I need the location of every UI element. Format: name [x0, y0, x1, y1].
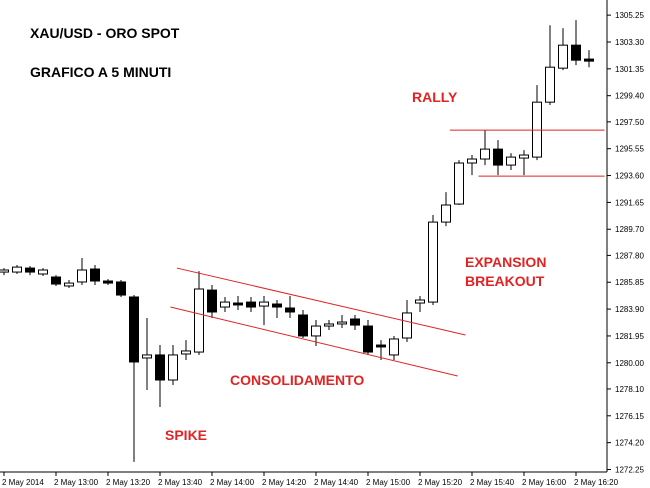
chart-title: XAU/USD - ORO SPOT — [30, 25, 180, 41]
candle-body — [376, 344, 386, 348]
candle-body — [558, 44, 568, 69]
candle-body — [584, 58, 594, 62]
y-tick-label: 1295.55 — [615, 145, 644, 154]
candle-body — [233, 302, 243, 306]
candle-body — [12, 266, 22, 273]
candle-body — [285, 307, 295, 313]
x-tick-label: 2 May 13:00 — [54, 478, 99, 487]
y-tick-label: 1274.20 — [615, 439, 644, 448]
candle-body — [207, 289, 217, 313]
y-tick-label: 1291.65 — [615, 198, 644, 207]
candle-body — [246, 301, 256, 308]
candle-body — [493, 148, 503, 166]
y-tick-label: 1280.00 — [615, 359, 644, 368]
candle-body — [103, 280, 113, 284]
y-tick-label: 1276.15 — [615, 412, 644, 421]
annotation: SPIKE — [165, 427, 207, 443]
candle-body — [415, 299, 425, 304]
candle-body — [38, 269, 48, 275]
x-tick-label: 2 May 13:20 — [106, 478, 151, 487]
candle-body — [181, 350, 191, 355]
candle-body — [142, 354, 152, 359]
y-tick-label: 1272.25 — [615, 465, 644, 474]
candle-body — [155, 354, 165, 381]
y-tick-label: 1285.85 — [615, 278, 644, 287]
candle-body — [571, 44, 581, 61]
x-tick-label: 2 May 13:40 — [158, 478, 203, 487]
candle-body — [454, 162, 464, 205]
candle-body — [116, 281, 126, 296]
candle-body — [0, 269, 9, 273]
x-tick-label: 2 May 14:40 — [314, 478, 359, 487]
candle-body — [441, 204, 451, 223]
candle-body — [194, 288, 204, 353]
candle-body — [337, 321, 347, 325]
candle-body — [389, 338, 399, 356]
candle-body — [467, 158, 477, 164]
y-tick-label: 1281.95 — [615, 332, 644, 341]
y-tick-label: 1289.70 — [615, 225, 644, 234]
x-tick-label: 2 May 15:20 — [418, 478, 463, 487]
candle-body — [350, 318, 360, 326]
y-tick-label: 1293.60 — [615, 172, 644, 181]
y-tick-label: 1305.25 — [615, 11, 644, 20]
candle-body — [168, 354, 178, 381]
x-tick-label: 2 May 14:00 — [210, 478, 255, 487]
candle-body — [480, 148, 490, 160]
annotation: CONSOLIDAMENTO — [230, 372, 364, 388]
candle-body — [129, 296, 139, 363]
x-tick-label: 2 May 16:20 — [574, 478, 619, 487]
candle-body — [428, 221, 438, 303]
annotation: EXPANSION — [465, 254, 546, 270]
candle-body — [90, 268, 100, 282]
x-tick-label: 2 May 16:00 — [522, 478, 567, 487]
annotation: BREAKOUT — [465, 273, 545, 289]
y-tick-label: 1278.10 — [615, 385, 644, 394]
candle-body — [77, 269, 87, 283]
x-tick-label: 2 May 15:40 — [470, 478, 515, 487]
trend-line — [170, 306, 458, 377]
chart-subtitle: GRAFICO A 5 MINUTI — [30, 64, 171, 80]
y-tick-label: 1303.30 — [615, 38, 644, 47]
x-tick-label: 2 May 14:20 — [262, 478, 307, 487]
annotation: RALLY — [412, 89, 458, 105]
y-tick-label: 1299.40 — [615, 92, 644, 101]
trend-line — [176, 267, 466, 336]
y-tick-label: 1287.80 — [615, 251, 644, 260]
candle-body — [259, 301, 269, 307]
candle-body — [311, 325, 321, 337]
candle-body — [64, 282, 74, 287]
candle-body — [220, 301, 230, 308]
candle-body — [272, 303, 282, 308]
candle-body — [298, 314, 308, 337]
candle-body — [25, 267, 35, 273]
y-tick-label: 1283.90 — [615, 305, 644, 314]
x-tick-label: 2 May 15:00 — [366, 478, 411, 487]
y-tick-label: 1301.35 — [615, 65, 644, 74]
candle-body — [506, 156, 516, 166]
candle-body — [402, 312, 412, 339]
candle-body — [363, 325, 373, 353]
candle-body — [51, 276, 61, 285]
candle-body — [545, 66, 555, 103]
candle-body — [324, 323, 334, 327]
candle-body — [519, 154, 529, 159]
x-tick-label: 2 May 2014 — [2, 478, 44, 487]
y-tick-label: 1297.50 — [615, 118, 644, 127]
